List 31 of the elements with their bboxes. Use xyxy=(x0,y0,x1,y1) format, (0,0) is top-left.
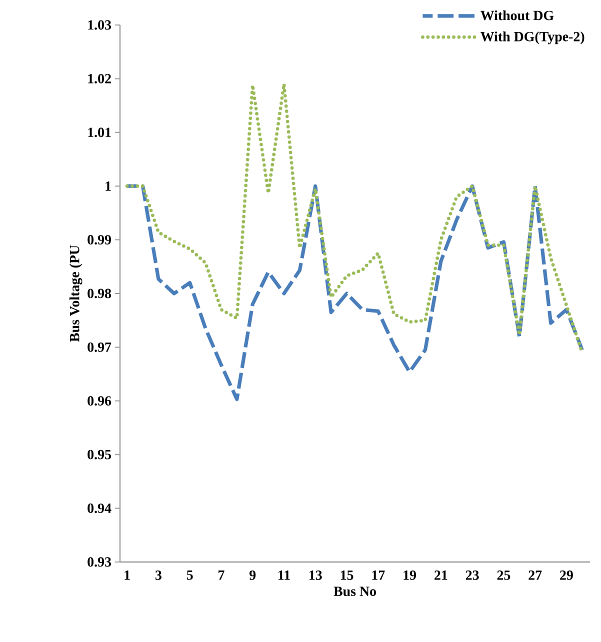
y-tick-label: 0.94 xyxy=(88,504,112,514)
x-tick-label: 15 xyxy=(340,570,354,580)
x-tick-label: 29 xyxy=(560,570,573,580)
x-tick-label: 27 xyxy=(528,570,542,580)
x-tick-label: 13 xyxy=(310,570,322,580)
x-tick-label: 19 xyxy=(404,570,416,580)
y-tick-label: 1.02 xyxy=(88,74,111,84)
legend-label: Without DG xyxy=(480,10,554,20)
line-series xyxy=(125,184,584,402)
y-tick-label: 0.97 xyxy=(88,342,112,352)
y-tick-label: 1 xyxy=(106,181,111,191)
x-tick-label: 5 xyxy=(186,570,193,580)
x-tick-label: 21 xyxy=(434,570,448,580)
y-tick-label: 0.93 xyxy=(88,557,112,567)
x-axis-title: Bus No xyxy=(334,586,376,596)
y-tick-label: 0.99 xyxy=(88,235,111,245)
legend-label: With DG(Type-2) xyxy=(480,32,584,44)
x-tick-label: 17 xyxy=(372,570,385,580)
x-tick-label: 23 xyxy=(466,570,479,580)
x-tick-label: 1 xyxy=(124,570,130,580)
y-tick-label: 0.98 xyxy=(88,288,112,298)
y-tick-label: 0.96 xyxy=(88,396,112,406)
x-tick-label: 3 xyxy=(155,570,162,580)
y-tick-label: 1.01 xyxy=(88,128,111,138)
x-tick-label: 9 xyxy=(249,570,256,580)
x-tick-label: 11 xyxy=(278,570,290,580)
y-axis-title: Bus Voltage (PU xyxy=(69,245,82,342)
y-tick-label: 0.95 xyxy=(88,450,111,460)
x-tick-label: 7 xyxy=(218,570,224,580)
y-tick-label: 1.03 xyxy=(88,20,112,30)
x-tick-label: 25 xyxy=(497,570,510,580)
